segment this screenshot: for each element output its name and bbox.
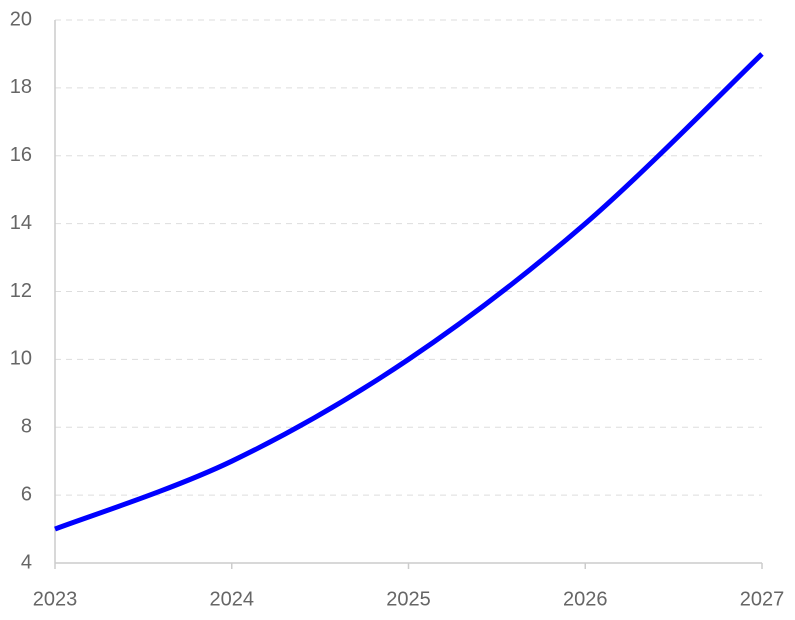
y-tick-label: 8 (21, 416, 32, 438)
y-tick-label: 16 (10, 144, 32, 166)
data-line (54, 52, 764, 532)
x-tick-label: 2025 (386, 588, 431, 610)
y-tick-label: 12 (10, 280, 32, 302)
x-tick-label: 2024 (210, 588, 255, 610)
y-tick-label: 20 (10, 8, 32, 30)
x-tick-label: 2027 (740, 588, 785, 610)
y-tick-label: 14 (10, 212, 32, 234)
x-tick-label: 2023 (33, 588, 78, 610)
x-tick-label: 2026 (563, 588, 608, 610)
y-tick-label: 10 (10, 348, 32, 370)
y-tick-label: 18 (10, 76, 32, 98)
y-tick-label: 4 (21, 551, 32, 573)
y-tick-label: 6 (21, 483, 32, 505)
